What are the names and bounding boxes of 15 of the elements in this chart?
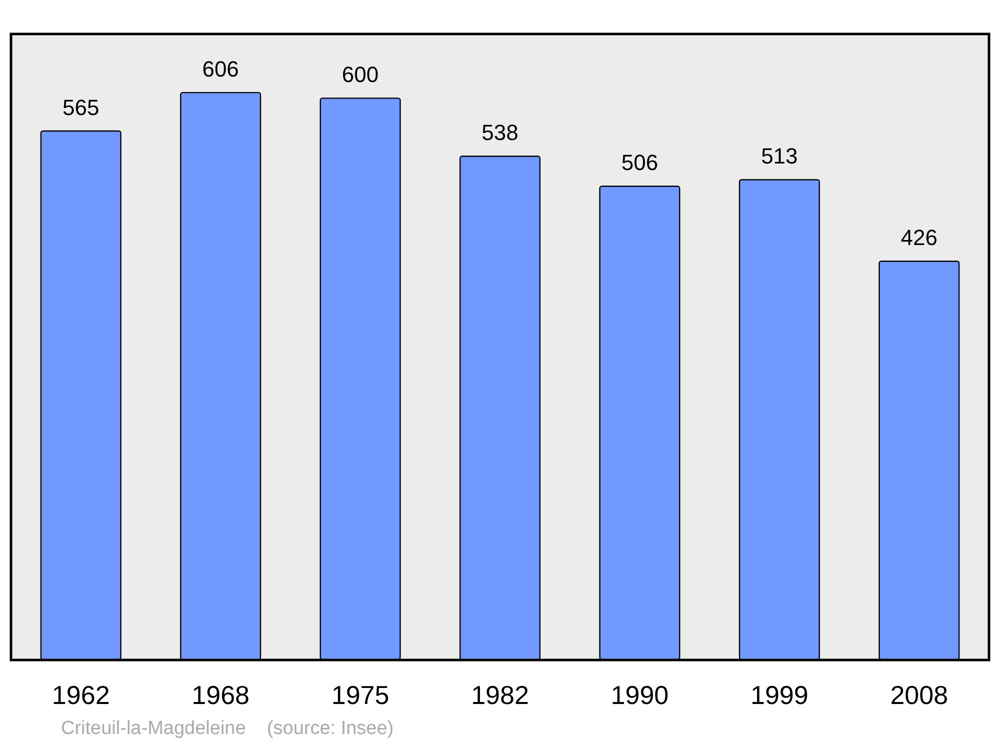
data-label: 513 — [761, 144, 798, 169]
x-tick-label: 1999 — [750, 680, 808, 710]
data-label: 506 — [621, 150, 658, 176]
data-label: 606 — [202, 56, 239, 82]
text: Criteuil-la-Magdeleine (source: Insee) — [61, 718, 394, 739]
x-tick-label: 2008 — [890, 680, 948, 710]
x-tick-label: 1962 — [52, 680, 110, 710]
x-tick-label: 1975 — [331, 680, 390, 710]
data-label: 538 — [482, 120, 518, 146]
data-label: 426 — [900, 225, 938, 250]
x-tick-label: 1990 — [610, 680, 669, 710]
x-tick-label: 1968 — [192, 680, 250, 710]
data-label: 565 — [62, 94, 100, 120]
x-tick-label: 1982 — [471, 680, 529, 710]
data-label: 600 — [342, 62, 379, 88]
